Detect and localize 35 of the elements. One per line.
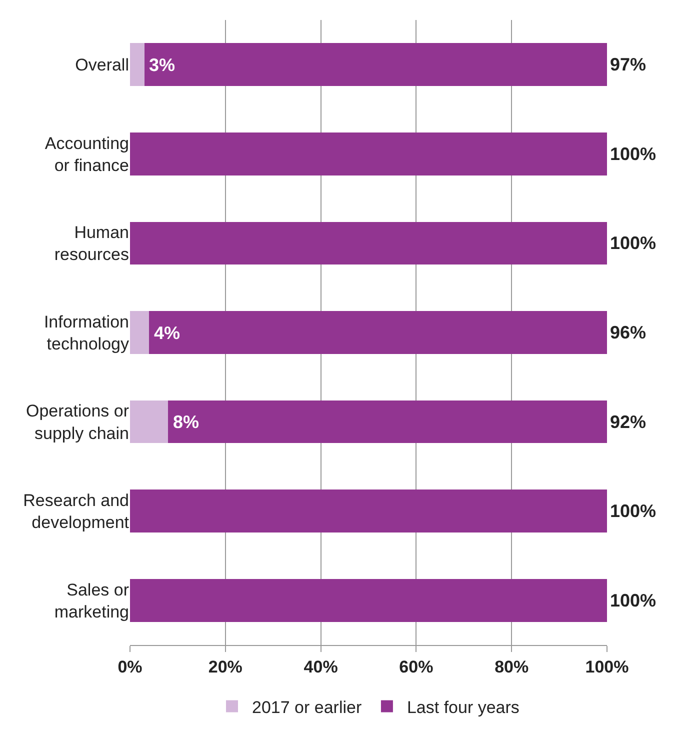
x-tick-label: 100% [585, 657, 629, 676]
data-label: 100% [610, 233, 656, 254]
data-label: 100% [610, 144, 656, 164]
y-tick-label: Operations or supply chain [26, 402, 130, 443]
bar [130, 490, 607, 532]
bar [130, 311, 150, 354]
data-label: 92% [610, 412, 646, 432]
data-label: 96% [610, 322, 646, 342]
legend-label: 2017 or earlier [252, 698, 362, 717]
bar [130, 222, 607, 265]
bar [130, 400, 168, 444]
y-tick-label: Overall [75, 56, 129, 75]
y-tick-label: Research and development [23, 490, 130, 532]
data-label: 100% [610, 590, 656, 610]
bar [130, 43, 144, 86]
bar [130, 578, 607, 622]
y-tick-label: Sales or marketing [54, 580, 130, 622]
data-label: 100% [610, 501, 656, 522]
y-tick-label: Accounting or finance [44, 134, 129, 175]
data-label: 4% [154, 323, 180, 343]
data-label: 97% [610, 54, 646, 75]
legend-label: Last four years [406, 698, 520, 717]
bar [144, 43, 607, 86]
bar [130, 132, 607, 176]
data-label: 8% [173, 412, 200, 432]
y-tick-label: Information technology [44, 312, 130, 354]
x-tick-label: 60% [399, 657, 434, 676]
bar [149, 311, 607, 354]
data-label: 3% [149, 55, 176, 75]
bar [168, 400, 607, 444]
x-tick-label: 80% [494, 657, 529, 676]
y-tick-label: Human resources [54, 223, 129, 264]
x-tick-label: 0% [118, 657, 142, 676]
x-tick-label: 20% [208, 657, 242, 676]
x-tick-label: 40% [304, 657, 338, 676]
